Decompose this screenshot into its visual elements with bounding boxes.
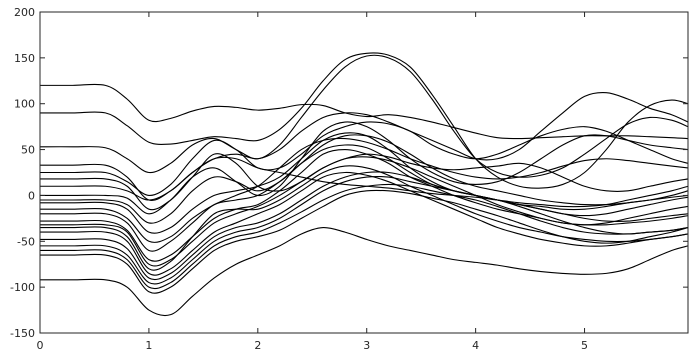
series-line-10 [39,132,689,234]
series-line-1 [39,83,689,140]
series-line-14 [39,156,689,267]
series-line-6 [39,153,689,211]
x-tick-label-5: 5 [581,339,588,352]
series-line-7 [39,156,689,208]
x-tick-label-1: 1 [145,339,152,352]
series-line-5 [39,121,689,196]
x-tick-label-0: 0 [37,339,44,352]
series-line-20 [39,189,689,294]
series-line-18 [39,175,689,285]
series-line-2 [39,52,689,189]
x-tick-label-3: 3 [363,339,370,352]
y-tick-label-100: 100 [14,98,35,111]
series-line-15 [39,165,689,271]
y-tick-label-150: 150 [14,52,35,65]
x-tick-label-2: 2 [254,339,261,352]
x-tick-label-4: 4 [472,339,479,352]
axis-layer: 0 1 2 3 4 5 -150 -100 -50 0 50 100 150 200 [10,6,688,352]
series-line-12 [39,144,689,252]
y-tick-label-0: 0 [28,189,35,202]
series-line-9 [39,134,689,224]
series-line-3 [39,54,689,178]
y-tick-label--150: -150 [10,327,35,340]
y-tick-label-50: 50 [21,144,35,157]
series-line-17 [39,171,689,281]
series-line-21 [39,226,689,317]
series-line-16 [39,171,689,276]
series-line-11 [39,137,689,243]
series-line-8 [39,121,689,215]
plot-frame [39,11,689,334]
series-line-19 [39,183,689,290]
y-tick-label--100: -100 [10,281,35,294]
series-layer [39,52,689,317]
y-tick-label--50: -50 [17,235,35,248]
y-tick-label-200: 200 [14,6,35,19]
